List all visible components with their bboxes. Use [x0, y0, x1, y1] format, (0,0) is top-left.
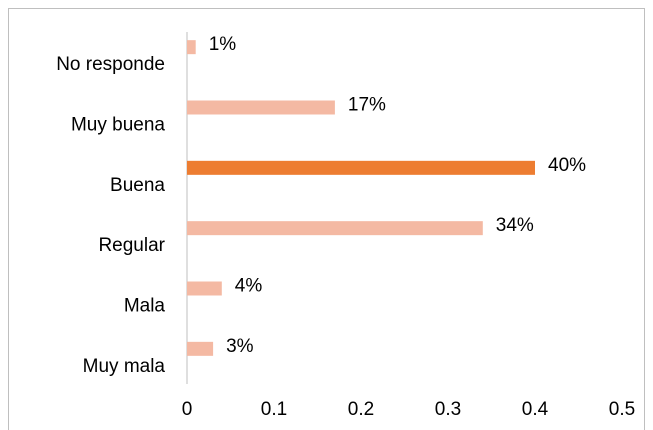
- y-tick-label: No responde: [56, 54, 165, 75]
- bar: [187, 100, 335, 115]
- y-tick-label: Muy buena: [71, 115, 165, 136]
- data-label: 34%: [496, 215, 534, 236]
- y-tick-label: Buena: [110, 175, 165, 196]
- x-tick-label: 0.1: [261, 399, 287, 420]
- data-label: 4%: [235, 276, 263, 297]
- data-label: 17%: [348, 95, 386, 116]
- y-tick-label: Muy mala: [83, 356, 166, 377]
- bar: [187, 221, 483, 236]
- bar: [187, 341, 214, 356]
- x-tick-label: 0.2: [348, 399, 374, 420]
- y-tick-label: Mala: [124, 296, 166, 317]
- bar: [187, 40, 196, 55]
- x-tick-label: 0.3: [435, 399, 461, 420]
- data-label: 1%: [209, 34, 237, 55]
- data-label: 40%: [548, 155, 586, 176]
- x-tick-label: 0.5: [609, 399, 635, 420]
- chart-border: [8, 8, 645, 430]
- bar: [187, 160, 535, 175]
- bar: [187, 281, 222, 296]
- x-tick-label: 0.4: [522, 399, 549, 420]
- x-tick-label: 0: [182, 399, 193, 420]
- data-label: 3%: [226, 336, 254, 357]
- y-tick-label: Regular: [98, 235, 165, 256]
